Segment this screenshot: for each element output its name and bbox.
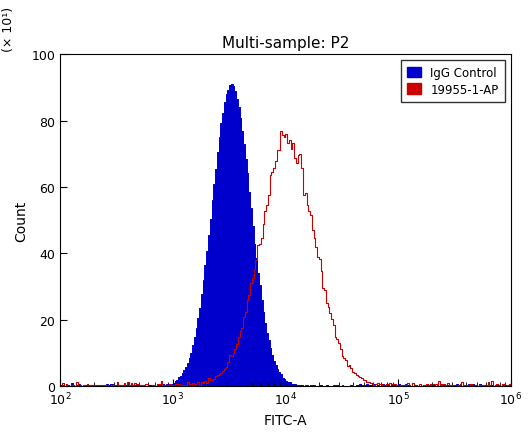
X-axis label: FITC-A: FITC-A — [263, 413, 307, 427]
Text: (× 10¹): (× 10¹) — [2, 7, 15, 52]
Legend: IgG Control, 19955-1-AP: IgG Control, 19955-1-AP — [401, 61, 505, 102]
Title: Multi-sample: P2: Multi-sample: P2 — [222, 36, 349, 51]
Y-axis label: Count: Count — [15, 200, 29, 241]
